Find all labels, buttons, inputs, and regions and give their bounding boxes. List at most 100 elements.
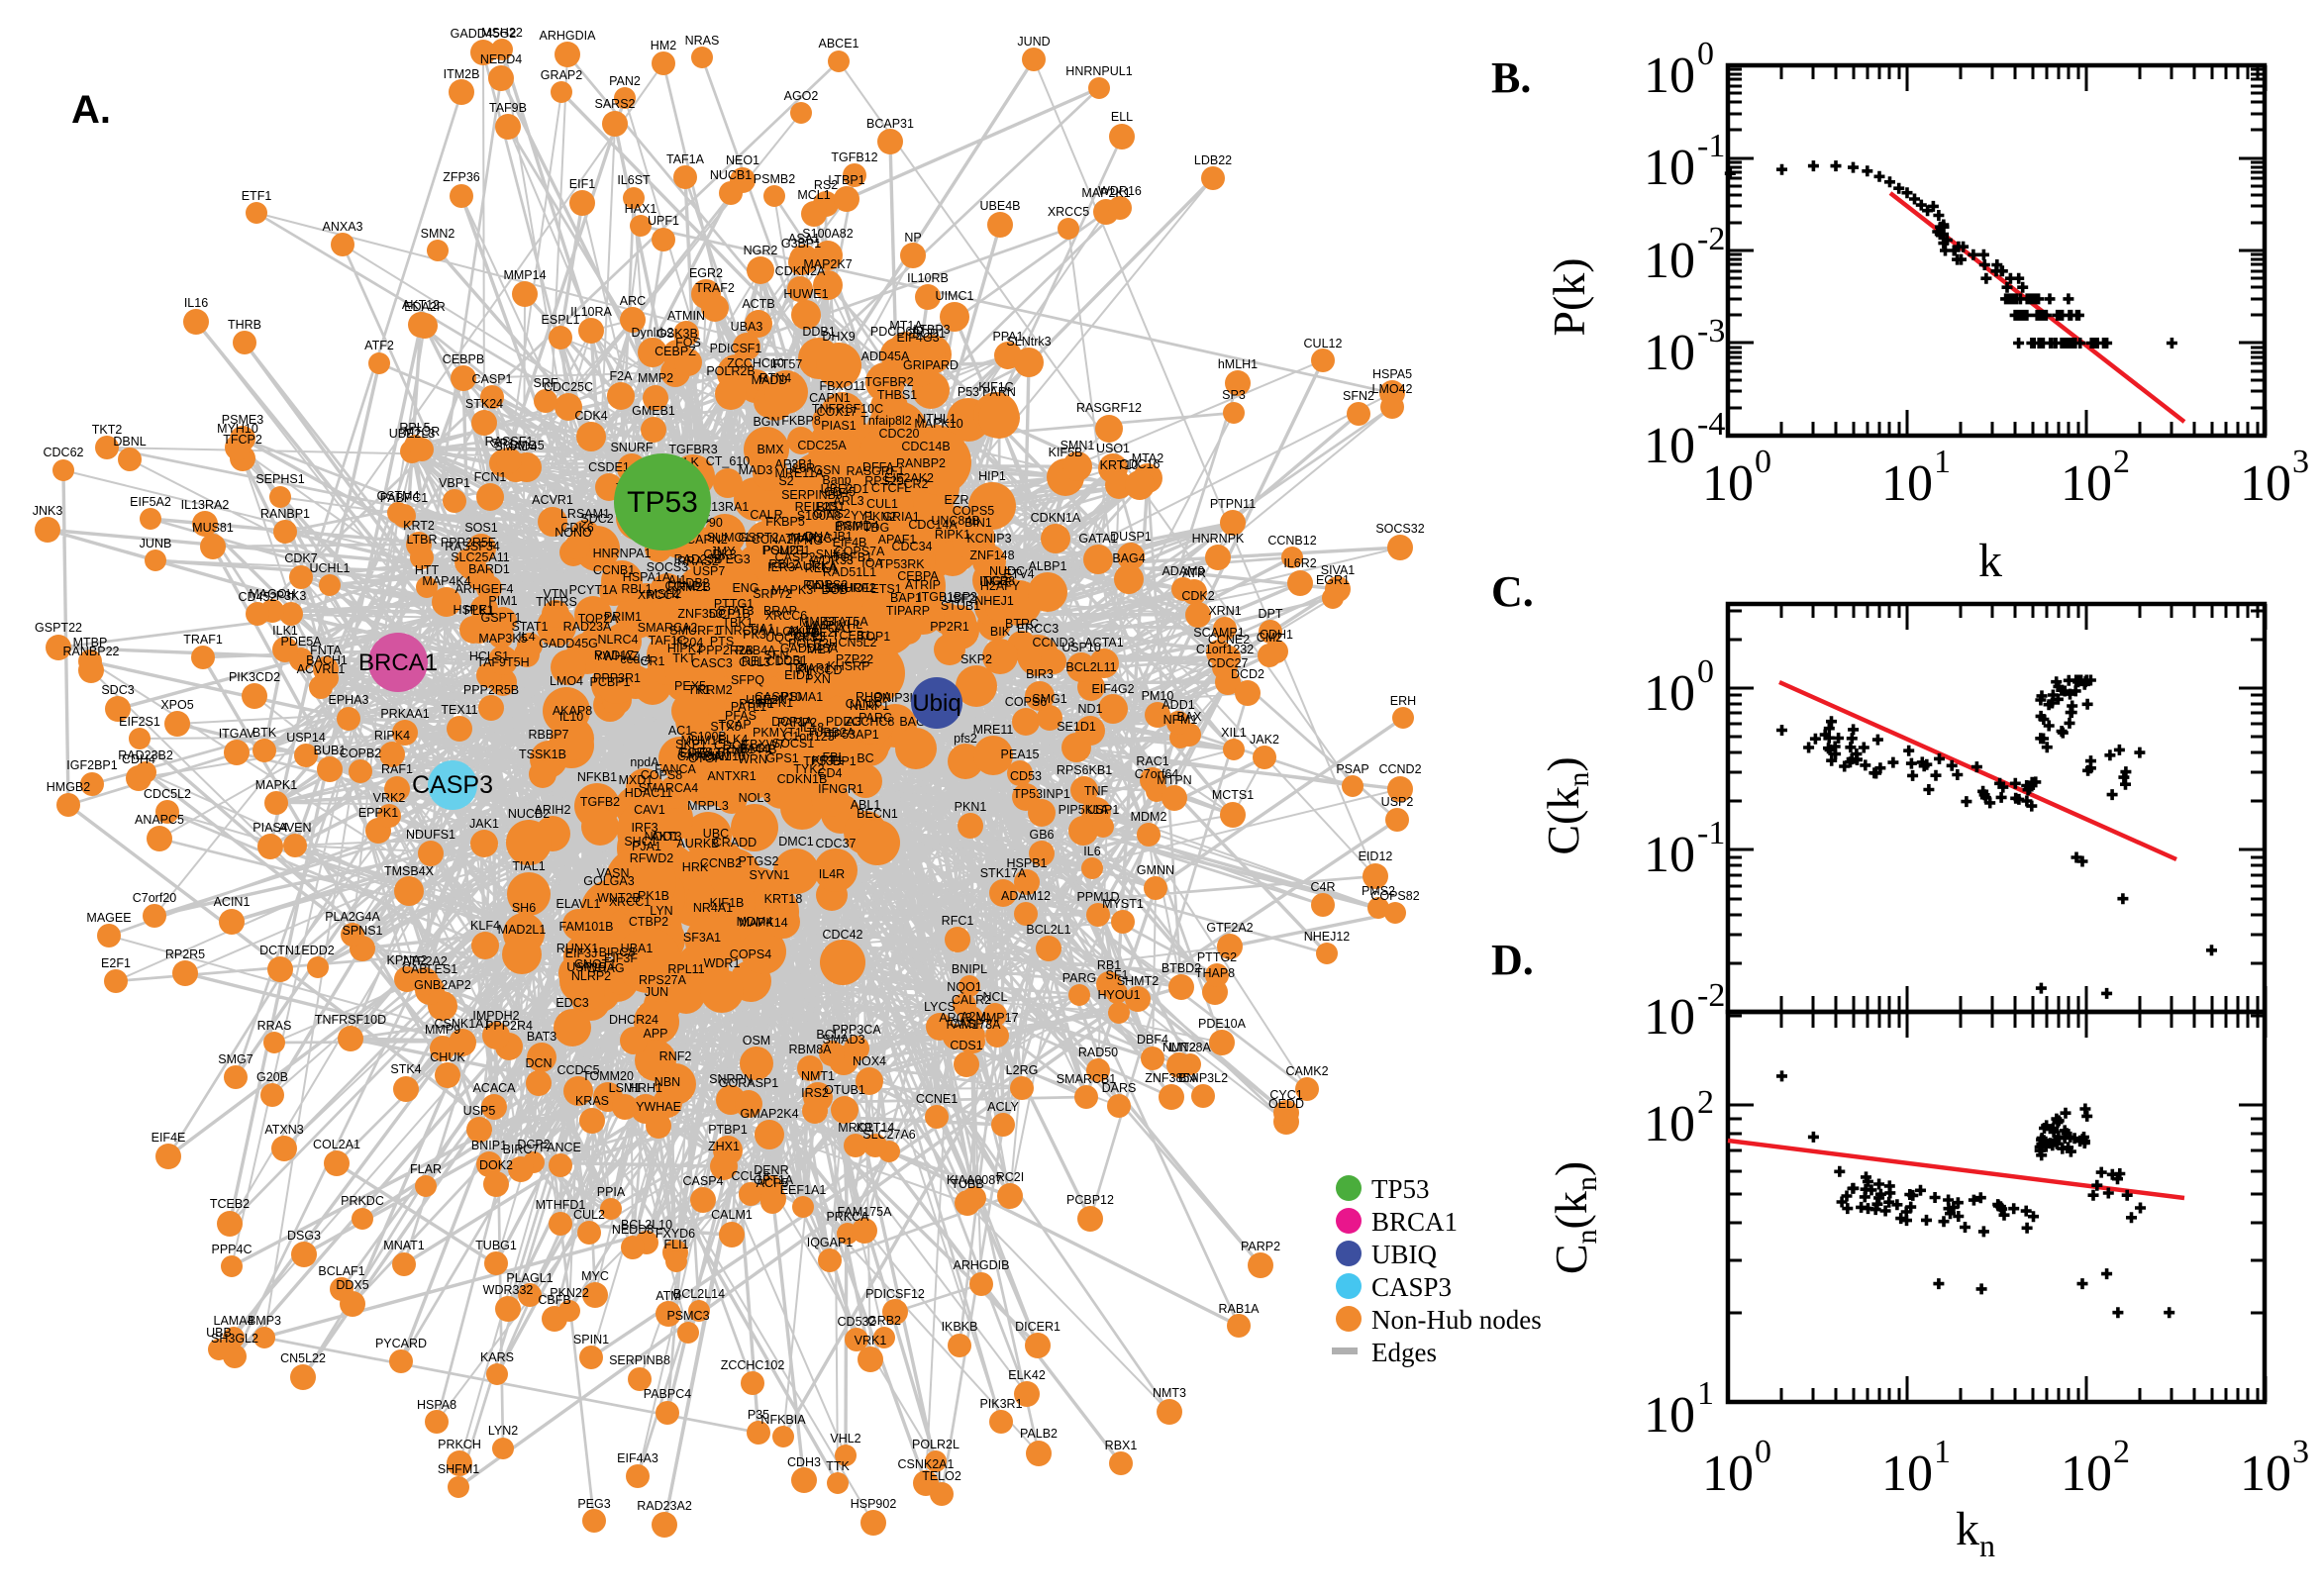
svg-text:NRAS: NRAS (685, 34, 720, 48)
svg-text:MYST1: MYST1 (1102, 897, 1144, 911)
svg-text:NTHL1: NTHL1 (917, 412, 957, 426)
svg-text:10: 10 (1644, 665, 1695, 722)
svg-text:OSM: OSM (743, 1034, 770, 1047)
svg-text:PDE5A: PDE5A (281, 635, 323, 648)
svg-text:HDAC11: HDAC11 (625, 786, 672, 800)
svg-text:XIL1: XIL1 (1221, 726, 1247, 740)
svg-text:10: 10 (1702, 1446, 1754, 1502)
svg-text:PLA2G4A: PLA2G4A (325, 910, 380, 924)
svg-text:10: 10 (1644, 140, 1695, 196)
svg-text:BRIP1: BRIP1 (835, 520, 870, 534)
svg-text:DENR: DENR (754, 1163, 788, 1177)
svg-text:POLR2H: POLR2H (788, 637, 838, 650)
svg-text:FLAR: FLAR (410, 1162, 442, 1176)
svg-text:GNB2AP2: GNB2AP2 (414, 978, 471, 992)
svg-text:CT_610: CT_610 (706, 454, 751, 468)
svg-text:ELL: ELL (1111, 110, 1133, 124)
svg-text:TP53RK: TP53RK (877, 557, 925, 571)
svg-text:AKT3: AKT3 (651, 830, 681, 844)
svg-text:10: 10 (1644, 1387, 1695, 1444)
svg-text:TGFB2: TGFB2 (580, 795, 620, 809)
svg-text:RASGRF12: RASGRF12 (1076, 401, 1142, 415)
svg-text:RAB4A: RAB4A (736, 644, 777, 657)
svg-text:PSIP1: PSIP1 (739, 697, 773, 711)
svg-text:CN5L2: CN5L2 (839, 636, 877, 649)
svg-text:FAM175A: FAM175A (838, 1205, 893, 1219)
svg-text:MSH2: MSH2 (648, 587, 682, 601)
svg-text:FBXW7: FBXW7 (742, 738, 784, 751)
svg-text:CM2: CM2 (1257, 631, 1282, 645)
svg-text:WNT2B: WNT2B (597, 891, 641, 905)
svg-text:PEG3: PEG3 (577, 1497, 610, 1511)
svg-text:FBXO11: FBXO11 (819, 379, 865, 393)
svg-text:TAF1C: TAF1C (649, 634, 687, 648)
svg-text:SMG1: SMG1 (1032, 692, 1066, 706)
svg-text:DCTN1: DCTN1 (259, 944, 301, 957)
svg-text:SRP72: SRP72 (753, 587, 792, 601)
svg-text:ATRIP: ATRIP (905, 578, 941, 592)
svg-text:RAF1: RAF1 (381, 762, 413, 776)
svg-text:SIVA1: SIVA1 (1321, 563, 1356, 577)
svg-text:PPA1: PPA1 (992, 330, 1023, 344)
svg-text:KARS: KARS (480, 1350, 514, 1364)
svg-text:LIN28A: LIN28A (1169, 1041, 1211, 1054)
svg-text:JUNB: JUNB (140, 537, 172, 550)
svg-text:TRIAP1: TRIAP1 (787, 661, 831, 675)
svg-text:0: 0 (1697, 653, 1714, 690)
svg-text:TP53: TP53 (627, 486, 698, 519)
svg-text:HSPE1: HSPE1 (454, 603, 494, 617)
svg-text:MAP4K4: MAP4K4 (422, 574, 470, 588)
svg-text:ARL3: ARL3 (833, 494, 863, 508)
svg-text:hMLH1: hMLH1 (1218, 357, 1258, 371)
svg-text:HM2: HM2 (651, 39, 676, 52)
svg-text:PARC: PARC (858, 711, 892, 725)
svg-text:TCAP: TCAP (718, 718, 751, 732)
svg-text:UBE2D1: UBE2D1 (821, 482, 869, 496)
svg-text:PATL1: PATL1 (731, 700, 766, 714)
svg-text:GRAP2: GRAP2 (541, 68, 582, 82)
svg-text:MAP2K1: MAP2K1 (1081, 186, 1130, 200)
svg-text:ELK4: ELK4 (718, 733, 749, 747)
svg-text:BAX: BAX (1176, 710, 1202, 724)
svg-text:NFKBIA: NFKBIA (760, 1413, 806, 1427)
svg-text:RRM2: RRM2 (697, 683, 732, 697)
svg-text:FCN1: FCN1 (474, 470, 507, 484)
svg-text:PTPN11: PTPN11 (1210, 497, 1256, 511)
svg-text:SKP2: SKP2 (960, 652, 992, 666)
svg-text:PDE10A: PDE10A (1198, 1017, 1247, 1031)
svg-text:SDC3: SDC3 (101, 683, 134, 697)
svg-text:MSH22: MSH22 (481, 26, 523, 40)
svg-text:P(k): P(k) (1544, 257, 1594, 336)
svg-text:PIN1: PIN1 (803, 578, 831, 592)
svg-text:HSP902: HSP902 (851, 1497, 897, 1511)
svg-text:POU2F1: POU2F1 (762, 544, 811, 557)
svg-text:ARHGEF4: ARHGEF4 (454, 582, 513, 596)
svg-text:IL4: IL4 (518, 630, 535, 644)
svg-text:NOX4: NOX4 (853, 1054, 886, 1068)
svg-text:KRT2: KRT2 (403, 519, 435, 533)
svg-text:NOL3: NOL3 (739, 791, 771, 805)
svg-text:CTGF: CTGF (688, 751, 722, 765)
svg-text:TNF: TNF (1084, 784, 1109, 798)
svg-text:LTBR: LTBR (406, 533, 437, 547)
svg-text:CALR: CALR (750, 508, 782, 522)
svg-text:CDC25C: CDC25C (544, 380, 593, 394)
svg-text:RRAS: RRAS (257, 1019, 292, 1033)
svg-text:SP1: SP1 (491, 437, 515, 450)
svg-text:TK1: TK1 (688, 683, 711, 697)
svg-text:STAT5A: STAT5A (823, 615, 868, 629)
svg-text:PTTG1: PTTG1 (714, 597, 754, 611)
svg-text:ZHX1: ZHX1 (708, 1140, 740, 1153)
svg-text:SH6: SH6 (512, 901, 536, 915)
svg-text:EIF3F: EIF3F (604, 951, 638, 965)
svg-text:AURKA: AURKA (794, 559, 838, 573)
svg-text:NMT3: NMT3 (1153, 1386, 1186, 1400)
svg-text:FXYD6: FXYD6 (656, 1227, 695, 1241)
svg-text:TYK2: TYK2 (793, 762, 824, 776)
svg-text:CR2: CR2 (903, 477, 928, 491)
svg-text:CDKN2A: CDKN2A (775, 264, 826, 278)
svg-text:CASP4: CASP4 (683, 1174, 724, 1188)
svg-text:TBK1: TBK1 (722, 616, 753, 630)
svg-text:E2F1: E2F1 (101, 956, 131, 970)
svg-text:BIR3: BIR3 (1026, 667, 1054, 681)
